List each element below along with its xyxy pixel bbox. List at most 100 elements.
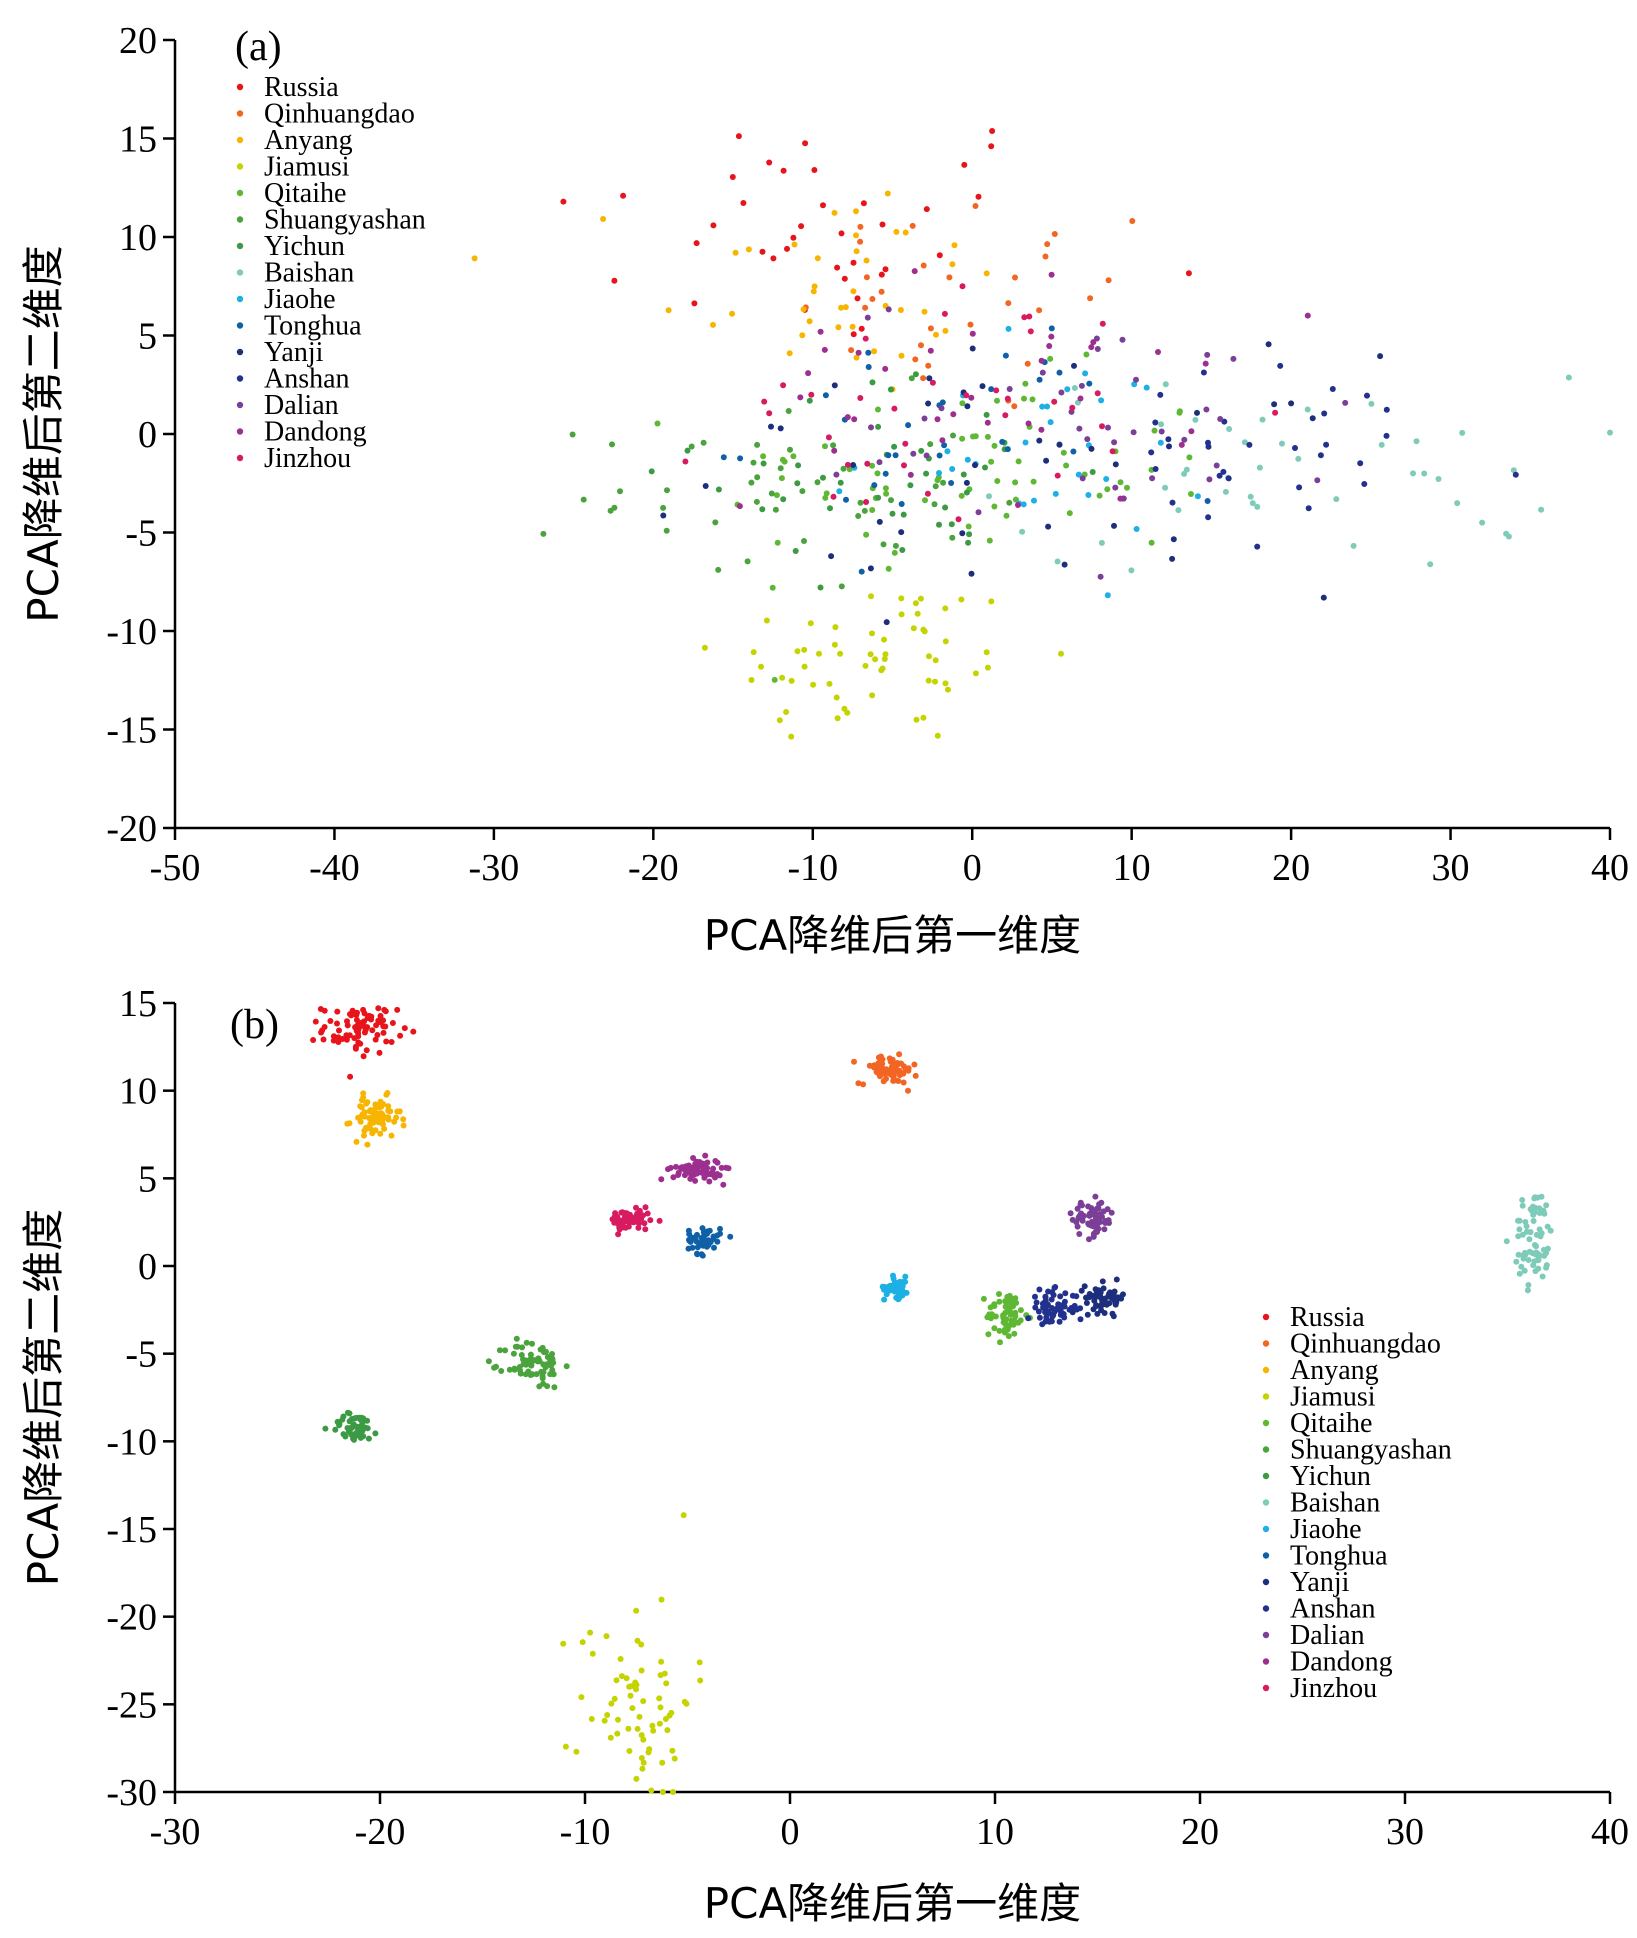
data-point — [629, 1705, 636, 1712]
data-point — [1148, 449, 1155, 456]
data-point — [353, 1429, 360, 1436]
data-point — [589, 1650, 596, 1657]
data-point — [359, 1419, 366, 1426]
data-point — [898, 611, 905, 618]
data-point — [1074, 1223, 1081, 1230]
data-point — [1110, 1313, 1117, 1320]
data-point — [892, 542, 899, 549]
data-point — [1113, 1276, 1120, 1283]
data-point — [626, 1683, 633, 1690]
data-point — [335, 1034, 342, 1041]
data-point — [1607, 429, 1613, 436]
data-point — [1538, 1193, 1545, 1200]
data-point — [670, 1174, 677, 1181]
data-point — [387, 1108, 394, 1115]
data-point — [517, 1370, 524, 1377]
data-point — [1225, 475, 1232, 482]
data-point — [400, 1116, 407, 1123]
data-point — [720, 1181, 727, 1188]
data-point — [784, 245, 790, 252]
data-point — [701, 644, 708, 651]
data-point — [1078, 1287, 1085, 1294]
data-point — [863, 531, 870, 538]
data-point — [634, 1637, 641, 1644]
data-point — [758, 663, 764, 670]
data-point — [785, 408, 792, 414]
data-point — [1459, 429, 1466, 436]
data-point — [857, 238, 864, 245]
legend-marker — [236, 189, 244, 197]
data-point — [696, 1659, 703, 1666]
data-point — [970, 433, 976, 440]
data-point — [538, 1368, 545, 1375]
data-point — [975, 509, 982, 516]
data-point — [950, 432, 956, 439]
series-jiaohe — [879, 1272, 910, 1303]
series-dandong — [736, 268, 1311, 510]
data-point — [891, 549, 898, 556]
data-point — [702, 1152, 709, 1159]
series-baishan — [986, 374, 1613, 574]
data-point — [831, 382, 838, 389]
data-point — [1454, 500, 1461, 507]
data-point — [835, 324, 842, 331]
data-point — [1157, 439, 1164, 446]
legend-entry: Anshan — [264, 364, 350, 395]
data-point — [380, 1029, 387, 1036]
data-point — [600, 216, 607, 222]
data-point — [364, 1141, 371, 1148]
data-point — [838, 304, 845, 311]
data-point — [642, 1226, 649, 1233]
data-point — [850, 462, 857, 468]
data-point — [372, 1036, 379, 1043]
data-point — [1038, 357, 1045, 364]
x-tick-label: 40 — [1591, 1811, 1629, 1853]
data-point — [321, 1007, 328, 1014]
y-axis-title: PCA降维后第二维度 — [19, 1209, 68, 1586]
data-point — [908, 375, 915, 382]
data-point — [1068, 1304, 1075, 1311]
x-tick-label: -50 — [150, 847, 201, 889]
legend-entry: Baishan — [264, 258, 354, 289]
legend-marker — [1262, 1446, 1270, 1453]
data-point — [1176, 409, 1183, 416]
data-point — [823, 490, 830, 497]
y-tick-label: -30 — [106, 1772, 157, 1814]
data-point — [828, 553, 835, 560]
data-point — [1217, 416, 1224, 422]
data-point — [727, 1233, 734, 1240]
data-point — [1094, 346, 1101, 352]
data-point — [579, 1639, 586, 1646]
data-point — [346, 1120, 353, 1127]
points — [471, 128, 1613, 740]
data-point — [1519, 1197, 1526, 1203]
data-point — [841, 275, 848, 282]
data-point — [770, 255, 777, 262]
data-point — [810, 288, 817, 295]
data-point — [876, 459, 883, 466]
legend-entry: Russia — [264, 72, 339, 103]
data-point — [1046, 343, 1053, 349]
data-point — [1309, 415, 1316, 422]
data-point — [871, 1064, 878, 1071]
data-point — [1175, 507, 1182, 514]
data-point — [657, 1704, 664, 1711]
data-point — [1383, 432, 1390, 439]
data-point — [603, 1633, 610, 1640]
data-point — [1304, 406, 1311, 413]
data-point — [663, 1680, 670, 1687]
data-point — [934, 732, 941, 739]
legend-entry: Qitaihe — [264, 178, 346, 209]
data-point — [1003, 1327, 1010, 1334]
data-point — [902, 229, 909, 236]
legend-entry: Jinzhou — [264, 443, 351, 474]
data-point — [513, 1335, 520, 1342]
data-point — [1002, 352, 1009, 359]
data-point — [912, 356, 919, 363]
data-point — [979, 383, 986, 390]
data-point — [1165, 436, 1172, 443]
data-point — [1033, 1299, 1040, 1306]
data-point — [921, 628, 928, 635]
data-point — [773, 492, 780, 499]
data-point — [533, 1371, 540, 1378]
